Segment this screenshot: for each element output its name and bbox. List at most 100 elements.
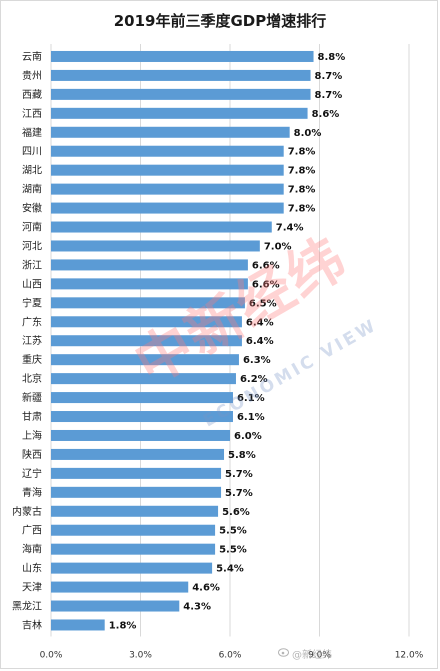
bar [51,354,239,366]
bar [51,69,311,81]
category-label: 浙江 [22,259,42,271]
bar [51,259,248,271]
data-label: 8.7% [315,71,343,82]
category-label: 广西 [22,525,42,537]
bar [51,164,284,176]
data-label: 7.0% [264,241,292,252]
category-label: 湖南 [22,183,42,196]
data-label: 5.6% [222,507,250,518]
data-label: 7.8% [288,204,316,215]
bar [51,183,284,195]
category-label: 安徽 [22,202,42,215]
chart-title: 2019年前三季度GDP增速排行 [113,12,327,30]
bar [51,278,248,290]
category-label: 河北 [22,240,42,252]
bar [51,202,284,214]
category-label: 青海 [22,486,42,499]
data-label: 4.3% [183,602,211,613]
bar [51,240,260,252]
category-label: 辽宁 [22,467,42,480]
bar [51,505,219,517]
bar [51,316,242,328]
source-mark: @新经纬 [292,650,332,661]
bar [51,543,216,555]
data-label: 6.5% [249,298,277,309]
x-tick-label: 12.0% [395,650,424,660]
data-label: 8.8% [318,52,346,63]
category-label: 天津 [22,582,42,594]
data-label: 5.7% [225,488,253,499]
category-label: 河南 [22,221,42,234]
bar [51,88,311,100]
weibo-icon [278,648,289,657]
category-label: 福建 [22,126,42,139]
bar [51,297,245,309]
category-label: 山西 [22,278,42,290]
data-label: 6.0% [234,431,262,442]
bar [51,335,242,347]
bar [51,524,216,536]
data-label: 6.4% [246,317,274,328]
category-label: 广东 [22,315,42,328]
data-label: 7.8% [288,185,316,196]
bar [51,411,233,423]
category-label: 贵州 [22,69,42,82]
category-label: 湖北 [22,165,42,177]
bar [51,562,213,574]
bar [51,107,308,119]
category-label: 宁夏 [22,296,42,309]
data-label: 6.3% [243,355,271,366]
data-label: 5.4% [216,564,244,575]
category-label: 黑龙江 [12,600,42,613]
bar [51,467,222,479]
bar [51,448,225,460]
x-tick-label: 3.0% [129,650,152,660]
x-tick-label: 0.0% [40,650,63,660]
x-tick-label: 9.0% [308,650,331,660]
bar [51,581,189,593]
bar [51,619,105,631]
category-label: 新疆 [22,391,42,404]
category-label: 甘肃 [22,410,42,423]
category-label: 内蒙古 [12,505,42,518]
category-label: 重庆 [22,353,42,366]
category-label: 四川 [22,147,42,158]
data-label: 6.6% [252,279,280,290]
data-label: 7.8% [288,166,316,177]
category-label: 陕西 [22,448,42,461]
data-label: 7.8% [288,147,316,158]
category-label: 上海 [22,429,42,442]
data-label: 5.7% [225,469,253,480]
bar [51,486,222,498]
data-label: 6.1% [237,412,265,423]
bar [51,126,290,138]
data-label: 6.4% [246,336,274,347]
bar [51,429,230,441]
data-label: 6.6% [252,260,280,271]
data-label: 6.2% [240,374,268,385]
category-label: 海南 [22,543,42,556]
category-label: 江西 [22,108,42,120]
data-label: 5.5% [219,526,247,537]
data-label: 6.1% [237,393,265,404]
bar [51,221,272,233]
category-label: 吉林 [22,618,42,631]
category-label: 江苏 [22,334,42,347]
data-label: 5.8% [228,450,256,461]
data-label: 1.8% [109,620,137,631]
data-label: 5.5% [219,545,247,556]
data-label: 8.7% [315,90,343,101]
category-label: 山东 [22,562,42,575]
bar [51,600,180,612]
data-label: 8.6% [312,109,340,120]
bar [51,50,314,62]
bar [51,373,236,385]
data-label: 7.4% [276,223,304,234]
category-label: 北京 [22,372,42,385]
bar [51,145,284,157]
data-label: 8.0% [294,128,322,139]
data-label: 4.6% [192,583,220,594]
x-tick-label: 6.0% [219,650,242,660]
